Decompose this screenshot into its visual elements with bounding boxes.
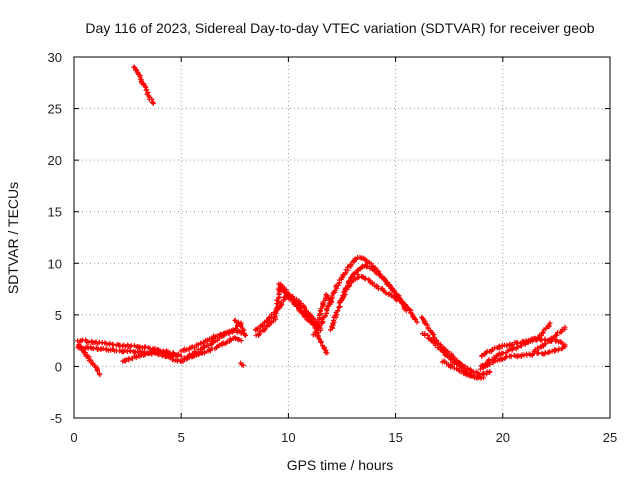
y-tick-label: 30 [48,50,62,65]
x-axis-label: GPS time / hours [287,457,394,473]
x-tick-labels: 0 5 10 15 20 25 [70,430,617,445]
x-tick-label: 5 [178,430,185,445]
x-tick-label: 20 [496,430,510,445]
data-point [143,344,148,349]
y-tick-label: 10 [48,256,62,271]
y-tick-label: -5 [50,411,62,426]
y-tick-label: 20 [48,153,62,168]
y-tick-label: 0 [55,359,62,374]
plot-frame [74,57,610,418]
x-tick-label: 15 [388,430,402,445]
y-tick-labels: -5 0 5 10 15 20 25 30 [48,50,62,426]
y-tick-label: 5 [55,308,62,323]
y-tick-label: 25 [48,102,62,117]
data-point [487,369,492,374]
grid-lines [74,57,610,418]
y-tick-label: 15 [48,205,62,220]
axis-ticks [74,57,610,418]
data-points [75,65,567,381]
y-axis-label: SDTVAR / TECUs [5,182,21,294]
chart-title: Day 116 of 2023, Sidereal Day-to-day VTE… [85,20,594,36]
x-tick-label: 0 [70,430,77,445]
x-tick-label: 10 [281,430,295,445]
sdtvar-chart: 0 5 10 15 20 25 -5 0 5 10 15 20 25 30 Day 116 of 202… [0,0,640,480]
x-tick-label: 25 [603,430,617,445]
